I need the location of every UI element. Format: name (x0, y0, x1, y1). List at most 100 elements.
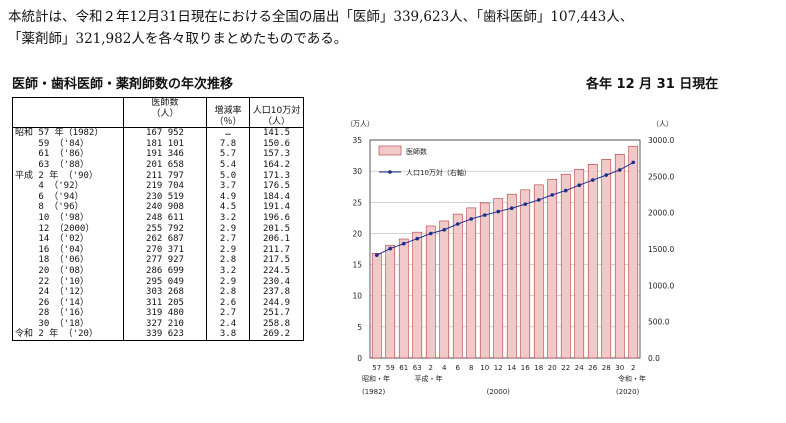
x-tick-label: 18 (534, 364, 543, 372)
row-doctors: 181 101 (123, 138, 207, 150)
row-doctors: 230 519 (123, 191, 207, 203)
year-label-end: (2020) (616, 388, 640, 396)
legend-line-marker (388, 170, 392, 174)
row-doctors: 248 611 (123, 212, 207, 224)
bar-doctors (425, 225, 436, 359)
header-doctors-unit: （人） (151, 108, 179, 119)
point-per100k (590, 178, 595, 182)
table-row: 20 （'08） 286 699 3.2 224.5 (12, 265, 304, 277)
bar-doctors (493, 198, 504, 359)
right-tick-label: 500.0 (648, 318, 670, 327)
right-tick-label: 0.0 (648, 354, 660, 363)
left-tick-label: 20 (352, 229, 362, 238)
row-era: 24 （'12） (12, 287, 124, 298)
row-doctors: 240 908 (123, 202, 207, 213)
table-row: 22 （'10） 295 049 2.9 230.4 (12, 276, 304, 288)
year-label-start: (1982) (362, 388, 386, 396)
table-row: 8 （'96） 240 908 4.5 191.4 (12, 202, 304, 213)
row-doctors: 219 704 (123, 181, 207, 192)
left-tick-label: 25 (352, 198, 362, 207)
x-tick-label: 2 (429, 364, 433, 372)
bar-doctors (412, 231, 423, 359)
row-per100k: 237.8 (262, 287, 291, 298)
bar-doctors (614, 154, 625, 359)
row-per100k: 171.3 (262, 170, 291, 181)
right-tick-label: 1500.0 (648, 245, 674, 254)
row-doctors: 270 371 (123, 244, 207, 256)
row-per100k: 230.4 (262, 276, 291, 287)
row-doctors: 339 623 (123, 329, 207, 341)
plot-frame (369, 139, 641, 359)
row-per100k: 269.2 (262, 329, 291, 340)
row-rate: 2.4 (206, 318, 250, 330)
table-row: 6 （'94） 230 519 4.9 184.4 (12, 191, 304, 203)
row-rate: 2.6 (206, 297, 250, 309)
row-era: 6 （'94） (12, 191, 124, 203)
row-doctors: 211 797 (123, 170, 207, 182)
header-rate-label: 増減率 (214, 106, 242, 116)
row-era: 26 （'14） (12, 297, 124, 309)
table-row: 28 （'16） 319 480 2.7 251.7 (12, 308, 304, 319)
row-era: 18 （'06） (12, 255, 124, 266)
table-row: 18 （'06） 277 927 2.8 217.5 (12, 255, 304, 266)
row-doctors: 295 049 (123, 276, 207, 288)
bar-doctors (479, 202, 490, 359)
row-doctors: 255 792 (123, 223, 207, 235)
point-per100k (496, 209, 501, 214)
left-axis-unit: （万人） (346, 120, 374, 128)
table-row: 4 （'92） 219 704 3.7 176.5 (12, 181, 304, 192)
row-rate: 3.7 (206, 181, 250, 192)
row-rate: 3.8 (206, 329, 250, 341)
row-rate: 3.2 (206, 265, 250, 277)
section-title: 医師・歯科医師・薬剤師数の年次推移 (12, 77, 234, 92)
row-per100k: 141.5 (262, 128, 291, 139)
x-tick-label: 12 (494, 364, 503, 372)
x-tick-label: 26 (588, 364, 597, 372)
row-rate: 7.8 (206, 138, 250, 150)
bar-doctors (560, 173, 571, 359)
row-per100k: 191.4 (262, 202, 291, 213)
table-row: 16 （'04） 270 371 2.9 211.7 (12, 244, 304, 256)
era-label-showa: 昭和・年 (362, 374, 390, 383)
point-per100k (617, 168, 622, 172)
point-per100k (550, 193, 555, 197)
row-doctors: 286 699 (123, 265, 207, 277)
table-row: 10 （'98） 248 611 3.2 196.6 (12, 212, 304, 224)
left-tick-label: 0 (357, 354, 362, 363)
row-per100k: 244.9 (262, 297, 291, 308)
row-doctors: 167 952 (123, 127, 207, 139)
point-per100k (536, 198, 541, 202)
row-per100k: 150.6 (262, 138, 291, 149)
right-tick-label: 2500.0 (648, 172, 674, 181)
x-tick-label: 22 (561, 364, 570, 372)
table-row: 令和 2 年 （'20） 339 623 3.8 269.2 (12, 329, 304, 341)
point-per100k (428, 231, 433, 236)
header-era-cell (12, 97, 124, 129)
doctors-trend-chart: 0 5 10 15 20 25 30 35 0.0 500.0 1000.0 1500.0 2000.0… (346, 120, 674, 396)
era-label-heisei: 平成・年 (415, 374, 443, 383)
row-rate: 2.9 (206, 244, 250, 256)
header-per100k: 人口10万対 （人） (249, 97, 304, 129)
row-doctors: 319 480 (123, 308, 207, 319)
right-tick-label: 1000.0 (648, 281, 674, 290)
row-era: 8 （'96） (12, 202, 124, 213)
row-rate: 2.8 (206, 287, 250, 298)
legend-line-label: 人口10万対（右軸） (406, 168, 471, 177)
x-tick-label: 10 (480, 364, 489, 372)
era-label-reiwa: 令和・年 (618, 374, 646, 383)
row-era: 14 （'02） (12, 234, 124, 245)
row-era: 22 （'10） (12, 276, 124, 288)
bar-doctors (533, 184, 544, 359)
row-rate: 4.5 (206, 202, 250, 213)
row-per100k: 196.6 (262, 212, 291, 223)
left-tick-label: 35 (352, 136, 362, 145)
row-per100k: 217.5 (262, 255, 291, 266)
table-row: 30 （'18） 327 210 2.4 258.8 (12, 318, 304, 330)
row-era: 昭和 57 年（1982） (12, 127, 124, 139)
row-per100k: 206.1 (262, 234, 291, 245)
point-per100k (469, 217, 474, 221)
bar-doctors (587, 163, 598, 359)
x-tick-label: 28 (602, 364, 611, 372)
table-header-row: 医師数 （人） 増減率 （％） 人口10万対 （人） (12, 97, 304, 129)
right-axis-unit: （人） (652, 120, 673, 128)
